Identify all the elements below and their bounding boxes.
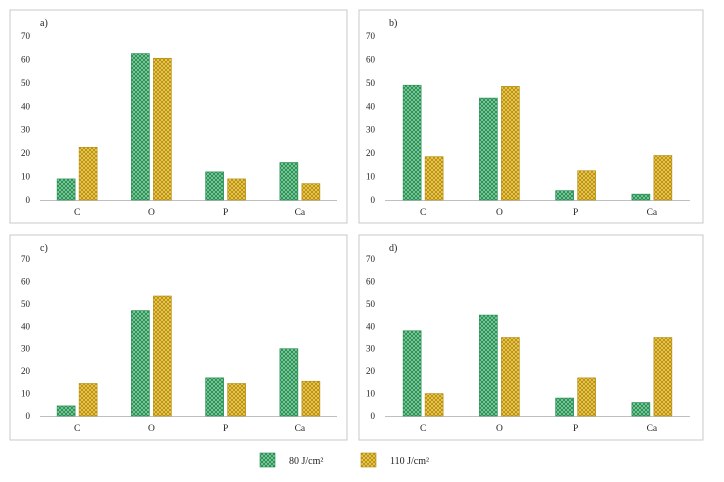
bar-c-80 xyxy=(402,330,422,417)
panel-label: a) xyxy=(40,18,48,29)
bar-c-110 xyxy=(424,393,444,417)
y-tick-label: 30 xyxy=(21,344,31,354)
y-tick-label: 30 xyxy=(366,344,376,354)
legend-swatch-110 xyxy=(360,452,377,468)
y-tick-label: 0 xyxy=(26,195,31,205)
bar-o-110 xyxy=(501,86,520,201)
y-tick-label: 50 xyxy=(366,299,376,309)
bar-c-110 xyxy=(78,383,98,417)
bar-o-80 xyxy=(131,310,150,417)
bar-ca-80 xyxy=(631,402,651,417)
bar-o-110 xyxy=(501,337,520,417)
x-tick-label: O xyxy=(496,424,503,434)
y-tick-label: 60 xyxy=(366,276,376,286)
y-tick-label: 20 xyxy=(366,148,376,158)
x-tick-label: Ca xyxy=(647,208,658,218)
bar-c-110 xyxy=(78,146,98,201)
bar-ca-110 xyxy=(301,380,321,417)
chart-panels: a) 0 10 20 30 40 50 60 70 C O P Ca b) 0 10 20 30 40 50 60 70 C… xyxy=(9,9,704,441)
bar-o-80 xyxy=(479,314,498,417)
x-tick-label: P xyxy=(573,208,578,218)
legend-label-110: 110 J/cm² xyxy=(390,456,429,467)
y-tick-label: 10 xyxy=(21,172,31,182)
y-tick-label: 40 xyxy=(21,101,31,111)
bar-c-80 xyxy=(56,405,76,417)
x-tick-label: C xyxy=(420,424,426,434)
panel-label: c) xyxy=(40,243,48,254)
x-tick-label: P xyxy=(573,424,578,434)
x-tick-label: P xyxy=(223,424,228,434)
bar-p-110 xyxy=(577,170,596,201)
panel-label: b) xyxy=(389,18,397,29)
y-tick-label: 70 xyxy=(366,254,376,264)
x-tick-label: O xyxy=(496,208,503,218)
y-tick-label: 40 xyxy=(21,321,31,331)
y-tick-label: 50 xyxy=(21,299,31,309)
y-tick-label: 20 xyxy=(21,366,31,376)
y-tick-label: 50 xyxy=(21,78,31,88)
chart-panel-3: c) 0 10 20 30 40 50 60 70 C O P Ca xyxy=(9,234,348,441)
y-tick-label: 40 xyxy=(366,101,376,111)
bar-p-110 xyxy=(577,377,596,417)
chart-panel-1: a) 0 10 20 30 40 50 60 70 C O P Ca xyxy=(9,9,348,224)
chart-panel-2: b) 0 10 20 30 40 50 60 70 C O P Ca xyxy=(358,9,704,224)
legend: 80 J/cm² 110 J/cm² xyxy=(259,452,429,468)
x-tick-label: Ca xyxy=(295,424,306,434)
bar-p-80 xyxy=(205,171,224,201)
x-tick-label: O xyxy=(148,424,155,434)
y-tick-label: 20 xyxy=(21,148,31,158)
legend-swatch-80 xyxy=(259,452,276,468)
x-tick-label: C xyxy=(420,208,426,218)
y-tick-label: 40 xyxy=(366,321,376,331)
y-tick-label: 70 xyxy=(366,31,376,41)
y-tick-label: 10 xyxy=(21,389,31,399)
x-tick-label: P xyxy=(223,208,228,218)
x-tick-label: O xyxy=(148,208,155,218)
y-tick-label: 60 xyxy=(366,54,376,64)
bar-o-110 xyxy=(153,57,172,201)
chart-panel-4: d) 0 10 20 30 40 50 60 70 C O P Ca xyxy=(358,234,704,441)
bar-ca-110 xyxy=(653,337,673,417)
bar-ca-80 xyxy=(279,348,299,417)
y-tick-label: 70 xyxy=(21,31,31,41)
y-tick-label: 60 xyxy=(21,276,31,286)
bar-p-110 xyxy=(227,383,246,417)
bar-o-80 xyxy=(479,97,498,201)
y-tick-label: 0 xyxy=(26,411,31,421)
bar-ca-110 xyxy=(301,183,321,201)
y-tick-label: 30 xyxy=(366,125,376,135)
y-tick-label: 0 xyxy=(371,195,376,205)
bar-p-80 xyxy=(555,397,574,417)
bar-c-80 xyxy=(56,178,76,201)
panel-label: d) xyxy=(389,243,397,254)
bar-c-110 xyxy=(424,156,444,201)
bar-c-80 xyxy=(402,84,422,201)
bar-o-110 xyxy=(153,295,172,417)
y-tick-label: 30 xyxy=(21,125,31,135)
bar-ca-80 xyxy=(631,193,651,201)
bar-p-80 xyxy=(555,190,574,201)
bar-o-80 xyxy=(131,53,150,201)
y-tick-label: 20 xyxy=(366,366,376,376)
y-tick-label: 10 xyxy=(366,389,376,399)
y-tick-label: 50 xyxy=(366,78,376,88)
y-tick-label: 10 xyxy=(366,172,376,182)
x-tick-label: Ca xyxy=(647,424,658,434)
x-tick-label: C xyxy=(74,208,80,218)
bar-ca-80 xyxy=(279,162,299,201)
y-tick-label: 60 xyxy=(21,54,31,64)
y-tick-label: 70 xyxy=(21,254,31,264)
legend-label-80: 80 J/cm² xyxy=(289,456,323,467)
x-tick-label: C xyxy=(74,424,80,434)
y-tick-label: 0 xyxy=(371,411,376,421)
bar-p-110 xyxy=(227,178,246,201)
bar-p-80 xyxy=(205,377,224,417)
x-tick-label: Ca xyxy=(295,208,306,218)
bar-ca-110 xyxy=(653,155,673,201)
